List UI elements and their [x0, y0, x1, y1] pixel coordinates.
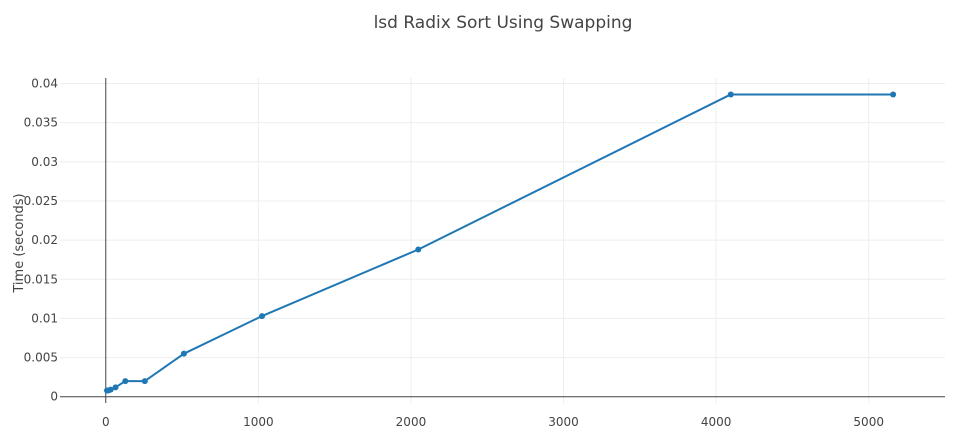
- x-tick-label: 5000: [853, 415, 884, 429]
- x-tick-label: 1000: [243, 415, 274, 429]
- y-tick-label: 0.03: [31, 155, 58, 169]
- y-tick-label: 0.01: [31, 311, 58, 325]
- x-tick-label: 4000: [701, 415, 732, 429]
- y-tick-label: 0.035: [24, 116, 58, 130]
- chart-title: lsd Radix Sort Using Swapping: [374, 13, 633, 33]
- y-tick-label: 0.015: [24, 272, 58, 286]
- y-axis-label: Time (seconds): [12, 193, 27, 293]
- y-tick-label: 0.02: [31, 233, 58, 247]
- data-point[interactable]: [107, 386, 114, 393]
- data-point[interactable]: [727, 91, 734, 98]
- series-line: [106, 93, 894, 392]
- x-tick-label: 3000: [548, 415, 579, 429]
- data-point[interactable]: [415, 246, 422, 253]
- data-point[interactable]: [180, 350, 187, 357]
- data-point[interactable]: [141, 378, 148, 385]
- y-tick-label: 0.005: [24, 351, 58, 365]
- data-point[interactable]: [112, 384, 119, 391]
- data-point[interactable]: [122, 378, 129, 385]
- y-tick-label: 0: [50, 390, 58, 404]
- data-point[interactable]: [259, 313, 266, 320]
- grid: [60, 78, 945, 403]
- axes: 0 1000 2000 3000 4000 5000 0 0.005 0.01 0.015 0.02…: [24, 76, 945, 429]
- x-tick-label: 0: [102, 415, 110, 429]
- x-tick-label: 2000: [396, 415, 427, 429]
- series-layer: [103, 91, 897, 394]
- data-point[interactable]: [890, 91, 897, 98]
- y-tick-label: 0.04: [31, 76, 58, 90]
- y-tick-label: 0.025: [24, 194, 58, 208]
